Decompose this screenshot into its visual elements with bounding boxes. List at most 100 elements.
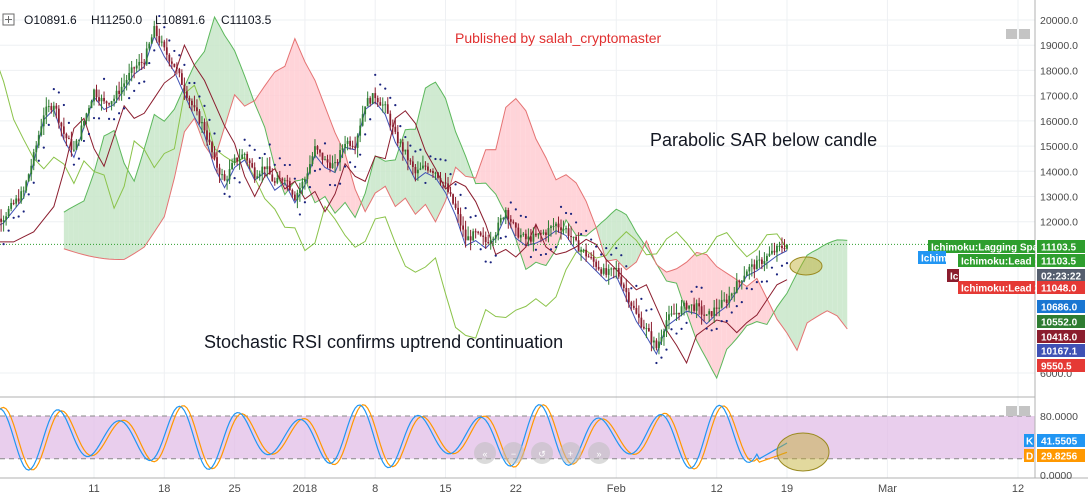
candle-body[interactable] — [391, 125, 394, 127]
candle-body[interactable] — [163, 41, 166, 48]
candle-body[interactable] — [462, 225, 464, 230]
candle-body[interactable] — [439, 177, 442, 183]
candle-body[interactable] — [771, 250, 773, 254]
candle-body[interactable] — [105, 101, 108, 104]
candle-body[interactable] — [251, 163, 254, 168]
candle-body[interactable] — [273, 181, 276, 183]
price-axis[interactable]: 20000.0 19000.0 18000.0 17000.0 16000.0 15000… — [1040, 15, 1078, 482]
candle-body[interactable] — [542, 232, 545, 234]
candle-body[interactable] — [447, 183, 449, 193]
candle-body[interactable] — [582, 249, 585, 251]
minus-icon-bg[interactable] — [502, 442, 525, 464]
candle-body[interactable] — [710, 311, 713, 316]
candle-body[interactable] — [635, 307, 638, 314]
candle-body[interactable] — [278, 178, 281, 180]
candle-body[interactable] — [540, 233, 542, 235]
candle-body[interactable] — [730, 293, 733, 296]
candle-body[interactable] — [12, 202, 15, 204]
candle-body[interactable] — [60, 122, 63, 127]
candle-body[interactable] — [233, 157, 236, 164]
candle-body[interactable] — [248, 160, 251, 164]
candle-body[interactable] — [622, 284, 625, 288]
candle-body[interactable] — [62, 126, 65, 134]
crosshair-plus-icon[interactable] — [2, 13, 15, 26]
candle-body[interactable] — [389, 113, 392, 126]
candle-body[interactable] — [723, 299, 726, 301]
candle-body[interactable] — [25, 181, 28, 191]
candle-body[interactable] — [98, 97, 100, 102]
candle-body[interactable] — [223, 174, 226, 181]
candle-body[interactable] — [193, 105, 196, 108]
candle-body[interactable] — [45, 106, 48, 116]
candle-body[interactable] — [351, 145, 354, 147]
candle-body[interactable] — [452, 194, 454, 204]
candle-body[interactable] — [110, 101, 113, 105]
candle-body[interactable] — [118, 90, 121, 94]
candle-body[interactable] — [298, 188, 301, 193]
candle-body[interactable] — [673, 313, 675, 315]
candle-body[interactable] — [238, 158, 241, 162]
candle-body[interactable] — [693, 304, 695, 311]
candle-body[interactable] — [653, 340, 655, 343]
candle-body[interactable] — [504, 210, 507, 219]
candle-body[interactable] — [276, 178, 279, 183]
candle-body[interactable] — [735, 281, 738, 293]
candle-body[interactable] — [379, 102, 382, 106]
candle-body[interactable] — [22, 190, 25, 192]
candle-body[interactable] — [522, 233, 525, 235]
candle-body[interactable] — [326, 159, 329, 163]
candle-body[interactable] — [143, 62, 146, 65]
candle-body[interactable] — [725, 299, 728, 303]
candle-body[interactable] — [718, 307, 721, 309]
candle-body[interactable] — [585, 249, 588, 257]
candle-body[interactable] — [120, 86, 123, 94]
candle-body[interactable] — [595, 261, 598, 267]
candle-body[interactable] — [728, 295, 731, 303]
candle-body[interactable] — [108, 103, 110, 105]
candle-body[interactable] — [150, 37, 153, 44]
candle-body[interactable] — [783, 248, 786, 250]
candle-body[interactable] — [271, 174, 274, 182]
candle-body[interactable] — [763, 261, 766, 264]
candle-body[interactable] — [665, 320, 668, 332]
candle-body[interactable] — [557, 223, 560, 228]
candle-body[interactable] — [241, 154, 244, 159]
candle-body[interactable] — [5, 216, 8, 221]
candle-body[interactable] — [535, 233, 537, 236]
candle-body[interactable] — [316, 146, 319, 150]
candle-body[interactable] — [640, 317, 643, 327]
candle-body[interactable] — [610, 268, 613, 270]
candle-body[interactable] — [404, 149, 407, 152]
candle-body[interactable] — [226, 179, 228, 181]
candle-body[interactable] — [314, 146, 316, 157]
candle-body[interactable] — [266, 166, 269, 170]
candle-body[interactable] — [334, 162, 336, 164]
candle-body[interactable] — [2, 220, 5, 222]
candle-body[interactable] — [698, 303, 701, 307]
stoch-close-icon[interactable] — [1019, 406, 1030, 416]
candle-body[interactable] — [612, 268, 615, 270]
candle-body[interactable] — [683, 302, 685, 307]
candle-body[interactable] — [715, 307, 718, 309]
candle-body[interactable] — [246, 153, 249, 161]
candle-body[interactable] — [464, 229, 467, 241]
candle-body[interactable] — [191, 100, 193, 106]
candle-body[interactable] — [720, 299, 723, 308]
time-axis[interactable]: 11 18 25 2018 8 15 22 Feb 12 19 Mar 12 — [88, 483, 1024, 495]
candle-body[interactable] — [605, 268, 608, 275]
candle-body[interactable] — [17, 198, 20, 202]
candle-body[interactable] — [155, 26, 158, 37]
candle-body[interactable] — [577, 240, 580, 252]
candle-body[interactable] — [560, 227, 562, 231]
candle-body[interactable] — [487, 242, 490, 244]
candle-body[interactable] — [125, 79, 128, 84]
candle-body[interactable] — [208, 139, 211, 143]
rewind-icon[interactable]: « — [474, 442, 496, 464]
candle-body[interactable] — [236, 157, 239, 162]
candle-body[interactable] — [545, 232, 547, 235]
candle-body[interactable] — [173, 63, 176, 67]
candle-body[interactable] — [743, 275, 746, 281]
candle-body[interactable] — [678, 312, 680, 315]
candle-body[interactable] — [113, 98, 115, 102]
